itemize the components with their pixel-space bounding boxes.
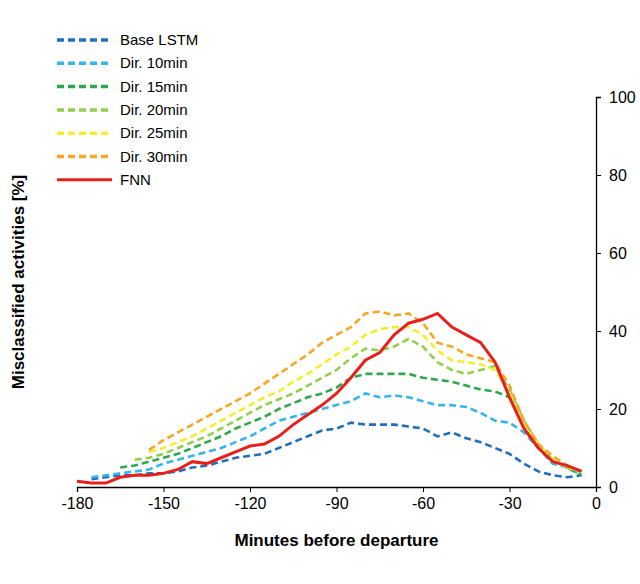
legend-label: Dir. 15min (120, 78, 188, 95)
x-tick: -180 (61, 487, 93, 512)
x-tick: -120 (234, 487, 266, 512)
y-tick: 0 (596, 479, 618, 496)
legend-label: Dir. 20min (120, 101, 188, 118)
x-axis: -180 -150 -120 -90 -60 -30 0 (61, 487, 601, 512)
y-axis-line (597, 98, 602, 488)
legend: Base LSTM Dir. 10min Dir. 15min Dir. 20min D… (57, 31, 198, 188)
y-tick-label: 80 (609, 167, 627, 184)
x-tick: -60 (412, 487, 435, 512)
legend-swatch (57, 85, 112, 89)
x-tick-label: -150 (148, 495, 180, 512)
x-tick-mark (164, 487, 165, 492)
x-tick-label: 0 (592, 495, 601, 512)
legend-swatch (57, 155, 112, 159)
y-axis-title: Misclassified activities [%] (9, 175, 28, 389)
legend-label: FNN (120, 171, 151, 188)
x-tick: -150 (148, 487, 180, 512)
y-axis: 0 20 40 60 80 100 (596, 89, 636, 496)
y-tick-mark (596, 175, 601, 176)
x-tick-mark (77, 487, 78, 492)
x-tick-mark (510, 487, 511, 492)
series-line (149, 327, 582, 471)
legend-label: Dir. 30min (120, 148, 188, 165)
y-tick-mark (596, 253, 601, 254)
legend-label: Base LSTM (120, 31, 198, 48)
y-tick: 40 (596, 323, 627, 340)
y-tick: 100 (596, 89, 636, 106)
y-tick-mark (596, 331, 601, 332)
y-tick-mark (596, 97, 601, 98)
x-tick-mark (337, 487, 338, 492)
series-line (91, 393, 581, 477)
y-tick-label: 20 (609, 401, 627, 418)
legend-swatch (57, 178, 112, 181)
x-tick-mark (250, 487, 251, 492)
y-tick-label: 40 (609, 323, 627, 340)
y-tick-label: 0 (609, 479, 618, 496)
legend-swatch (57, 62, 112, 66)
legend-swatch (57, 38, 112, 42)
chart: -180 -150 -120 -90 -60 -30 00 20 40 60 80 100 Minute… (0, 0, 640, 584)
series-line (149, 312, 582, 472)
legend-swatch (57, 131, 112, 135)
y-tick: 80 (596, 167, 627, 184)
x-tick-label: -90 (325, 495, 348, 512)
legend-swatch (57, 108, 112, 112)
y-tick: 20 (596, 401, 627, 418)
x-axis-title: Minutes before departure (234, 531, 438, 550)
x-tick-label: -120 (234, 495, 266, 512)
y-tick-label: 60 (609, 245, 627, 262)
y-tick-label: 100 (609, 89, 636, 106)
x-tick-label: -60 (412, 495, 435, 512)
y-tick-mark (596, 409, 601, 410)
series-line (77, 313, 582, 483)
x-tick: 0 (592, 487, 601, 512)
x-tick-label: -180 (61, 495, 93, 512)
y-tick: 60 (596, 245, 627, 262)
x-tick: -90 (325, 487, 348, 512)
legend-label: Dir. 25min (120, 124, 188, 141)
x-axis-line (78, 488, 597, 493)
legend-label: Dir. 10min (120, 54, 188, 71)
series-line (120, 374, 581, 475)
x-tick-label: -30 (498, 495, 521, 512)
y-tick-mark (596, 487, 601, 488)
x-tick: -30 (498, 487, 521, 512)
plot-area (77, 312, 582, 484)
x-tick-mark (423, 487, 424, 492)
series-line (91, 423, 581, 480)
